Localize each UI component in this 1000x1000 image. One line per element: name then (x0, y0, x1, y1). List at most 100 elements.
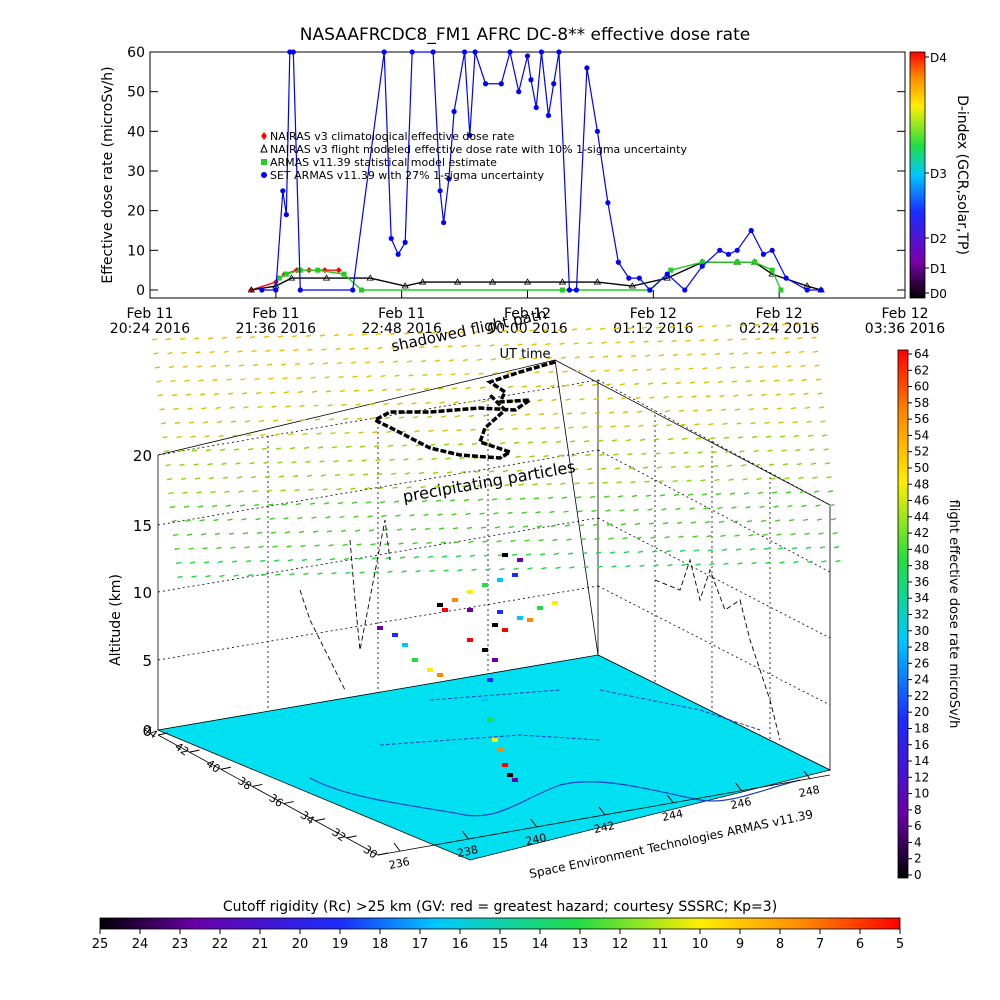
dose-rate-tick-label: 42 (914, 526, 929, 540)
particle-dash (691, 395, 697, 398)
particle-dash (242, 532, 249, 535)
particle-dash (549, 384, 556, 388)
particle-dash (182, 365, 189, 368)
particle-dash (172, 533, 179, 537)
particle-dash (720, 534, 726, 538)
particle-dash (810, 462, 817, 465)
particle-dash (459, 456, 465, 460)
particle-dash (652, 424, 658, 427)
particle-dash (785, 491, 792, 494)
particle-dash (314, 544, 320, 547)
particle-dash (417, 457, 423, 461)
particle-dash (288, 433, 294, 436)
particle-dash (818, 532, 824, 535)
particle-dash (216, 420, 223, 424)
particle-dash (504, 483, 510, 487)
particle-dash (468, 540, 474, 544)
data-point (769, 267, 775, 273)
particle-dash (479, 512, 485, 515)
particle-dash (231, 560, 238, 563)
particle-dash (498, 427, 504, 431)
data-point (524, 53, 531, 59)
longitude-tick-mark (393, 842, 401, 852)
particle-dash (567, 552, 574, 555)
particle-dash (249, 461, 255, 465)
dose-rate-tick-label: 10 (914, 787, 929, 801)
particle-dash (765, 561, 771, 564)
particle-dash (658, 354, 665, 357)
particle-dash (405, 346, 411, 349)
particle-dash (473, 330, 480, 333)
particle-dash (577, 384, 584, 387)
particle-dash (343, 557, 350, 561)
x-tick-label: Feb 12 (630, 306, 677, 322)
particle-dash (257, 405, 263, 409)
particle-dash (453, 401, 459, 404)
data-point (682, 287, 688, 293)
track-point (502, 763, 508, 767)
particle-dash (610, 425, 616, 428)
track-point (482, 583, 488, 587)
longitude-tick-label: 236 (388, 855, 411, 872)
latitude-tick-label: 36 (267, 791, 286, 810)
particle-dash (417, 331, 424, 335)
particle-dash (268, 377, 274, 380)
dose-rate-tick-label: 4 (914, 835, 922, 849)
particle-dash (580, 412, 587, 415)
particle-dash (589, 495, 596, 499)
particle-dash (153, 352, 159, 355)
particle-dash (537, 399, 543, 402)
particle-dash (328, 544, 334, 547)
data-point (381, 49, 387, 55)
particle-dash (324, 376, 330, 379)
particle-dash (256, 531, 263, 535)
particle-dash (727, 338, 733, 341)
particle-dash (202, 547, 208, 550)
data-point (401, 282, 409, 289)
latitude-tick-mark (189, 749, 200, 753)
particle-dash (354, 529, 361, 532)
particle-dash (803, 392, 809, 396)
data-point (605, 200, 611, 206)
particle-dash (741, 338, 747, 341)
particle-dash (742, 478, 748, 481)
particle-dash (316, 432, 322, 435)
data-point (615, 259, 621, 265)
particle-dash (266, 363, 273, 366)
particle-dash (279, 349, 285, 352)
particle-dash (311, 516, 317, 519)
particle-dash (381, 514, 387, 518)
particle-dash (579, 398, 585, 401)
particle-dash (387, 444, 394, 448)
particle-dash (160, 422, 167, 425)
particle-dash (560, 482, 566, 485)
particle-dash (571, 328, 578, 331)
dose-rate-tick-label: 34 (914, 591, 929, 605)
longitude-tick-label: 238 (456, 843, 479, 860)
particle-dash (564, 524, 571, 527)
particle-dash (669, 325, 676, 329)
altitude-tick-label: 5 (142, 652, 152, 670)
series-line (251, 261, 822, 291)
particle-dash (558, 468, 565, 471)
particle-dash (428, 429, 434, 433)
particle-dash (728, 478, 734, 481)
particle-dash (384, 416, 391, 420)
track-point (537, 606, 543, 610)
data-point (453, 278, 462, 285)
particle-dash (167, 351, 173, 355)
particle-dash (437, 387, 444, 390)
particle-dash (361, 333, 368, 336)
particle-dash (657, 340, 663, 343)
x-tick-label: 02:24 2016 (739, 321, 820, 337)
data-point (247, 286, 256, 293)
particle-dash (648, 522, 655, 525)
particle-dash (521, 511, 527, 514)
longitude-tick-label: 246 (729, 795, 752, 812)
particle-dash (764, 421, 770, 424)
particle-dash (667, 563, 673, 567)
particle-dash (708, 422, 714, 426)
particle-dash (737, 562, 743, 565)
data-point (358, 287, 364, 293)
particle-dash (297, 390, 304, 394)
